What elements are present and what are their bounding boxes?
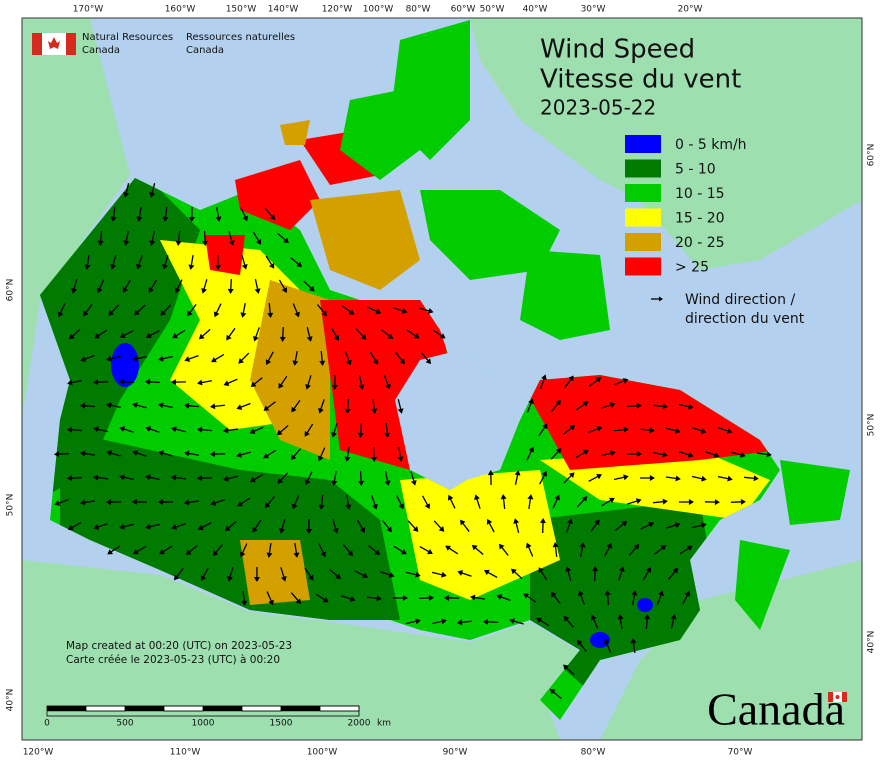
map-date: 2023-05-22: [540, 96, 656, 120]
scale-label: 1000: [192, 719, 215, 729]
longitude-label: 90°W: [443, 748, 468, 758]
credit: Carte créée le 2023-05-23 (UTC) à 00:20: [66, 654, 280, 666]
department-fr: Canada: [186, 45, 224, 56]
zone: [111, 343, 139, 387]
legend-label: 5 - 10: [675, 162, 716, 178]
latitude-label: 50°N: [867, 414, 877, 437]
island: [520, 250, 610, 340]
longitude-label: 150°W: [226, 5, 257, 15]
legend-direction: direction du vent: [685, 311, 805, 327]
longitude-label: 170°W: [73, 5, 104, 15]
zone: [240, 540, 310, 605]
scale-segment: [320, 706, 359, 711]
longitude-label: 80°W: [406, 5, 431, 15]
zone: [590, 632, 610, 648]
legend-swatch: [625, 258, 661, 276]
department-fr: Ressources naturelles: [186, 32, 295, 43]
zone: [637, 598, 653, 612]
legend-label: 10 - 15: [675, 186, 725, 202]
legend-label: 20 - 25: [675, 235, 725, 251]
longitude-label: 30°W: [581, 5, 606, 15]
scale-segment: [203, 706, 242, 711]
scale-unit: km: [377, 719, 391, 729]
scale-segment: [242, 706, 281, 711]
latitude-label: 60°N: [867, 144, 877, 167]
latitude-label: 40°N: [867, 631, 877, 654]
longitude-label: 100°W: [307, 748, 338, 758]
legend-swatch: [625, 209, 661, 227]
longitude-label: 50°W: [480, 5, 505, 15]
longitude-label: 140°W: [268, 5, 299, 15]
scale-segment: [281, 706, 320, 711]
wordmark: Canada: [707, 684, 845, 735]
map-title: Wind Speed: [540, 35, 695, 65]
legend-label: > 25: [675, 260, 709, 276]
legend-swatch: [625, 233, 661, 251]
scale-segment: [164, 706, 203, 711]
longitude-label: 40°W: [523, 5, 548, 15]
department-en: Natural Resources: [82, 32, 173, 43]
longitude-label: 110°W: [170, 748, 201, 758]
map-title: Vitesse du vent: [540, 65, 741, 95]
legend-label: 15 - 20: [675, 211, 725, 227]
scale-label: 0: [44, 719, 50, 729]
latitude-label: 60°N: [6, 279, 16, 302]
scale-label: 2000: [348, 719, 371, 729]
scale-label: 1500: [270, 719, 293, 729]
longitude-label: 120°W: [322, 5, 353, 15]
legend-direction: Wind direction /: [685, 292, 795, 308]
longitude-label: 60°W: [451, 5, 476, 15]
scale-segment: [125, 706, 164, 711]
department-en: Canada: [82, 45, 120, 56]
longitude-label: 160°W: [165, 5, 196, 15]
scale-label: 500: [116, 719, 133, 729]
latitude-label: 50°N: [6, 494, 16, 517]
credit: Map created at 00:20 (UTC) on 2023-05-23: [66, 640, 292, 652]
longitude-label: 80°W: [581, 748, 606, 758]
longitude-label: 20°W: [678, 5, 703, 15]
legend-swatch: [625, 135, 661, 153]
legend-swatch: [625, 184, 661, 202]
longitude-label: 70°W: [728, 748, 753, 758]
latitude-label: 40°N: [6, 689, 16, 712]
longitude-label: 120°W: [23, 748, 54, 758]
legend-label: 0 - 5 km/h: [675, 137, 747, 153]
wordmark-flag: [828, 692, 847, 702]
scale-segment: [47, 706, 86, 711]
scale-segment: [86, 706, 125, 711]
flag-symbol: [32, 33, 76, 55]
zone: [205, 235, 245, 275]
legend-swatch: [625, 160, 661, 178]
longitude-label: 100°W: [363, 5, 394, 15]
island: [780, 460, 850, 525]
